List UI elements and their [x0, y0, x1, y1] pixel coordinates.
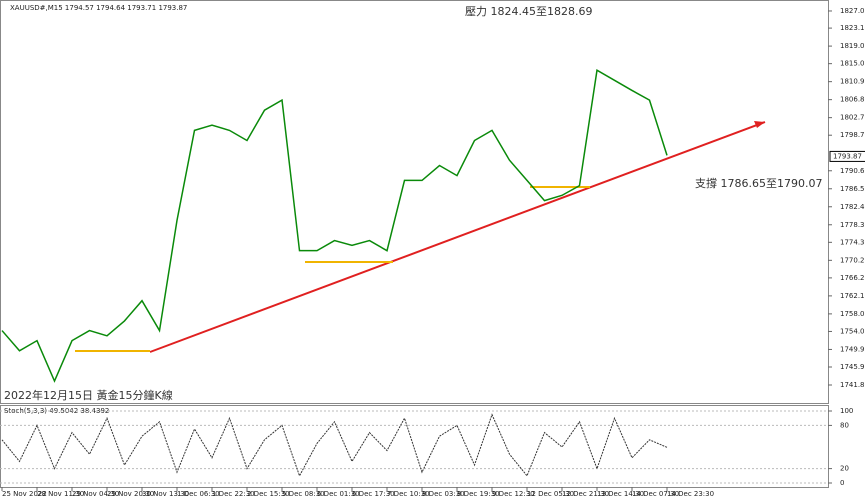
y-tick-label: 1749.90 [840, 345, 865, 353]
y-tick-label: 1827.00 [840, 7, 865, 15]
x-tick-label: 29 Nov 04:30 [72, 490, 119, 498]
y-tick-label: 100 [840, 407, 853, 415]
y-tick-label: 1810.90 [840, 78, 865, 86]
chart-header: XAUUSD#,M15 1794.57 1794.64 1793.71 1793… [10, 4, 187, 12]
y-tick-label: 1770.20 [840, 256, 865, 264]
last-price-label: 1793.87 [833, 152, 862, 160]
x-tick-label: 1 Dec 22:30 [212, 490, 255, 498]
x-tick-label: 12 Dec 05:30 [527, 490, 574, 498]
y-tick-label: 1782.40 [840, 203, 865, 211]
x-tick-label: 12 Dec 21:30 [562, 490, 609, 498]
y-tick-label: 1786.50 [840, 185, 865, 193]
y-tick-label: 1819.00 [840, 42, 865, 50]
x-tick-label: 6 Dec 17:30 [352, 490, 395, 498]
x-tick-label: 7 Dec 10:30 [387, 490, 430, 498]
price-line [1, 69, 668, 383]
y-tick-label: 1754.00 [840, 327, 865, 335]
annotation: 壓力 1824.45至1828.69 [465, 5, 592, 18]
y-tick-label: 1802.70 [840, 114, 865, 122]
annotation: 支撐 1786.65至1790.07 [695, 176, 822, 190]
y-tick-label: 1774.30 [840, 238, 865, 246]
x-tick-label: 1 Dec 06:30 [177, 490, 220, 498]
y-tick-label: 0 [840, 479, 844, 487]
y-tick-label: 1790.60 [840, 167, 865, 175]
x-tick-label: 14 Dec 07:30 [632, 490, 679, 498]
x-tick-label: 5 Dec 08:30 [282, 490, 325, 498]
x-tick-label: 9 Dec 12:30 [492, 490, 535, 498]
x-tick-label: 25 Nov 2022 [2, 490, 47, 498]
last-price-box [829, 150, 865, 162]
x-tick-label: 13 Dec 14:30 [597, 490, 644, 498]
y-tick-label: 1815.00 [840, 60, 865, 68]
annotation: 2022年12月15日 黃金15分鐘K線 [4, 388, 173, 402]
x-tick-label: 28 Nov 11:30 [37, 490, 84, 498]
x-tick-label: 14 Dec 23:30 [667, 490, 714, 498]
trend-arrow [754, 121, 765, 128]
y-tick-label: 1762.10 [840, 292, 865, 300]
y-tick-label: 1806.80 [840, 96, 865, 104]
y-tick-label: 1778.30 [840, 221, 865, 229]
x-tick-label: 30 Nov 13:30 [142, 490, 189, 498]
x-tick-label: 8 Dec 19:30 [457, 490, 500, 498]
y-tick-label: 20 [840, 465, 849, 473]
y-tick-label: 1766.20 [840, 274, 865, 282]
price-pane [0, 0, 829, 404]
y-tick-label: 80 [840, 421, 849, 429]
y-tick-label: 1741.80 [840, 381, 865, 389]
price-line [1, 413, 668, 478]
x-tick-label: 8 Dec 03:30 [422, 490, 465, 498]
y-tick-label: 1745.90 [840, 363, 865, 371]
x-tick-label: 2 Dec 15:30 [247, 490, 290, 498]
trend-line [149, 121, 766, 353]
x-tick-label: 6 Dec 01:30 [317, 490, 360, 498]
x-tick-label: 29 Nov 20:30 [107, 490, 154, 498]
y-tick-label: 1758.00 [840, 310, 865, 318]
stoch-pane [0, 405, 829, 488]
y-tick-label: 1798.70 [840, 131, 865, 139]
y-tick-label: 1823.10 [840, 24, 865, 32]
